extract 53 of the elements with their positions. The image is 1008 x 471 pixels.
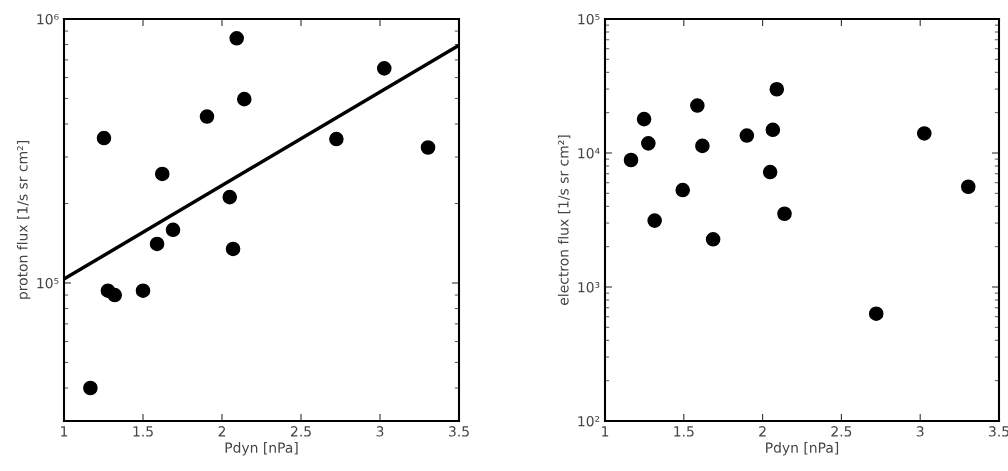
x-axis-title: Pdyn [nPa] [225,442,298,456]
point [762,164,778,180]
point [154,166,170,182]
point [769,81,785,97]
point [675,182,690,198]
x-tick-label: 1.5 [133,426,153,437]
point [690,98,705,113]
x-tick-label: 2 [218,426,226,437]
y-tick-label: 10⁴ [578,147,600,159]
point [135,283,151,298]
point [917,126,932,141]
x-tick-label: 1.5 [674,426,694,437]
x-tick-label: 3 [376,426,384,437]
y-tick-label: 10⁶ [37,13,59,25]
point [765,122,781,138]
y-axis-title: electron flux [1/s sr cm²] [557,135,571,305]
point [420,140,436,155]
point [647,213,662,228]
y-tick-label: 10⁵ [578,13,600,25]
point [329,131,344,147]
point [777,206,792,222]
point [149,236,165,252]
point [695,138,710,154]
point [705,232,721,247]
x-tick-label: 3 [916,426,924,437]
point [96,130,112,146]
point [641,136,656,151]
x-tick-label: 1 [61,426,68,437]
point [376,61,392,76]
point [107,287,123,303]
point [165,222,181,238]
x-tick-label: 2.5 [831,426,852,437]
x-tick-label: 2 [759,426,766,437]
y-axis-title: proton flux [1/s sr cm²] [16,141,31,299]
y-tick-label: 10⁵ [37,277,59,289]
point [199,109,215,124]
point [83,380,98,396]
point [236,91,252,107]
point [623,152,639,168]
point [636,111,652,127]
x-tick-label: 3.5 [449,426,469,437]
x-tick-label: 1 [602,426,609,437]
point [229,31,244,46]
x-axis-title: Pdyn [nPa] [766,442,839,456]
y-tick-label: 10² [578,415,600,427]
x-tick-label: 2.5 [290,426,311,437]
point [868,306,884,321]
x-tick-label: 3.5 [989,426,1008,437]
point [739,128,755,143]
y-tick-label: 10³ [578,281,600,293]
point [960,179,976,195]
point [222,189,238,205]
point [225,241,241,257]
